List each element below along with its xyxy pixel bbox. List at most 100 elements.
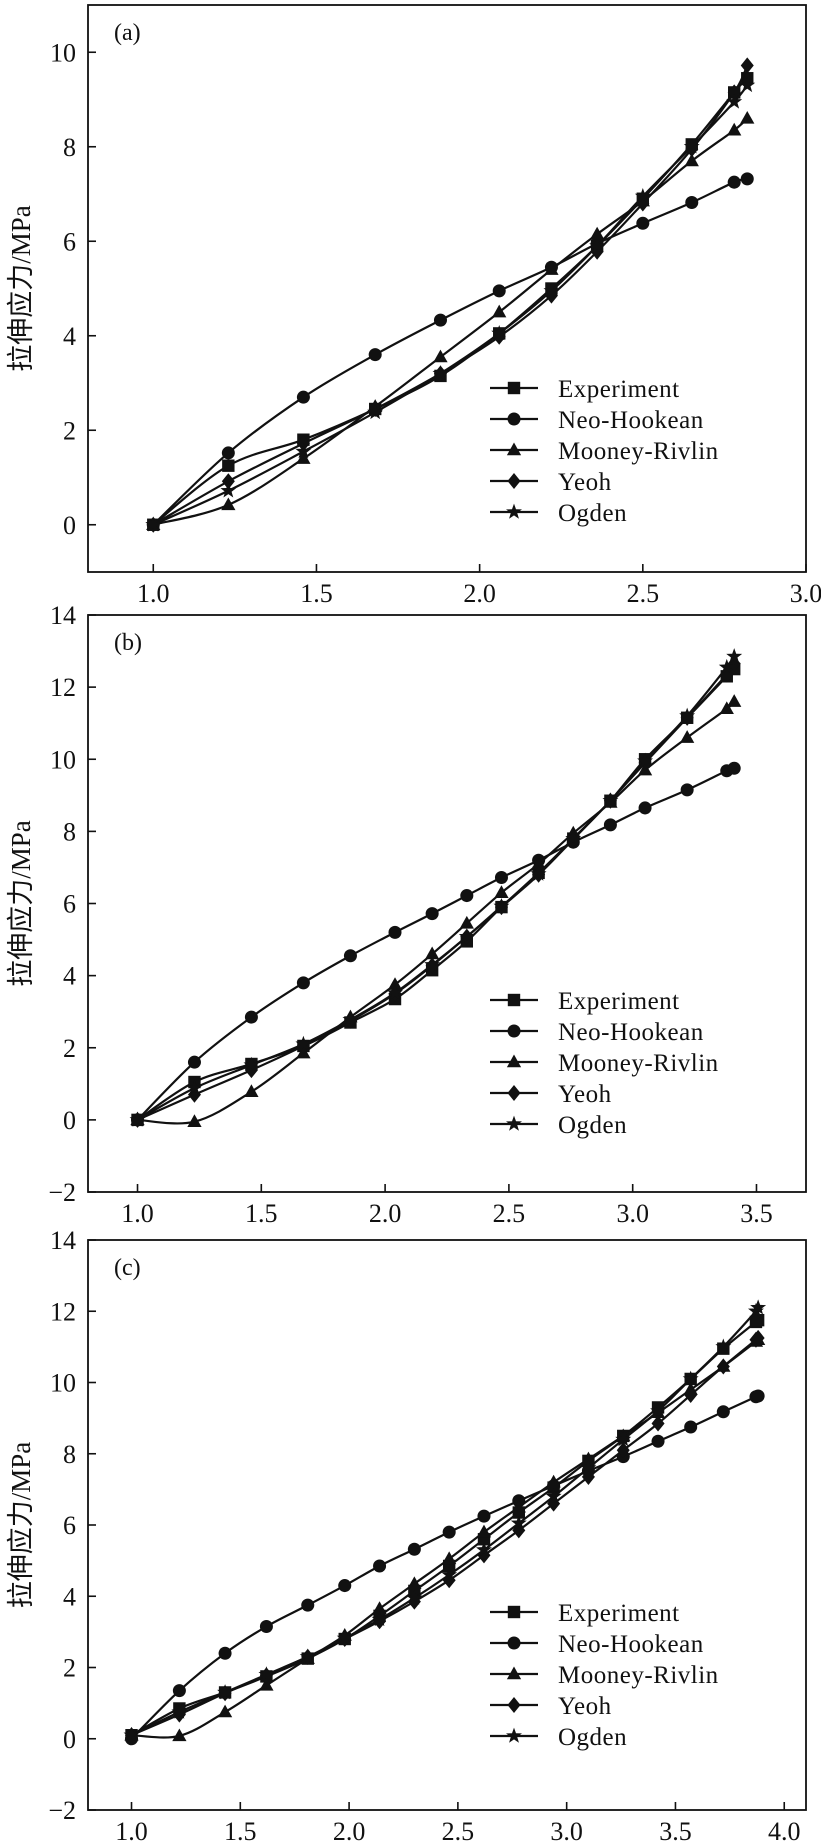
legend-marker — [506, 503, 522, 519]
data-point — [510, 1514, 527, 1530]
legend-label: Yeoh — [558, 1693, 612, 1720]
data-point — [682, 1370, 699, 1386]
data-point — [718, 658, 735, 675]
y-tick-label: 6 — [63, 227, 76, 256]
y-tick-label: 12 — [50, 673, 76, 702]
legend-marker — [507, 1636, 521, 1650]
series-line-neo-hookean — [136, 767, 735, 1121]
y-tick-label: 4 — [63, 1582, 76, 1611]
data-point — [406, 1589, 423, 1605]
data-point — [543, 282, 560, 298]
data-point — [388, 925, 402, 939]
data-point — [299, 1648, 316, 1664]
x-tick-label: 3.0 — [790, 579, 821, 608]
legend-label: Mooney-Rivlin — [558, 1662, 719, 1689]
legend-label: Ogden — [558, 1724, 627, 1751]
y-tick-label: 6 — [63, 1511, 76, 1540]
data-point — [616, 1442, 630, 1459]
data-point — [680, 783, 694, 797]
data-point — [680, 730, 695, 743]
data-point — [301, 1598, 315, 1612]
y-tick-label: 0 — [63, 511, 76, 540]
data-point — [425, 907, 439, 921]
plot-frame — [87, 4, 807, 573]
legend-marker — [506, 1727, 522, 1743]
data-point — [492, 284, 506, 298]
data-point — [615, 1431, 632, 1447]
data-point — [546, 1474, 561, 1488]
x-tick-label: 3.5 — [740, 1199, 773, 1228]
data-point — [739, 76, 756, 93]
x-tick-label: 3.5 — [659, 1817, 692, 1846]
data-point — [637, 752, 654, 768]
data-point — [685, 195, 699, 210]
data-point — [259, 1620, 273, 1634]
data-point — [544, 262, 559, 275]
data-point — [589, 237, 606, 253]
data-point — [726, 648, 743, 664]
data-point — [727, 761, 741, 775]
x-tick-label: 2.0 — [369, 1199, 402, 1228]
legend-marker — [506, 1115, 522, 1131]
data-point — [372, 1601, 387, 1614]
legend-marker — [507, 1084, 521, 1102]
data-point — [545, 1488, 562, 1504]
data-point — [750, 1299, 767, 1315]
legend-marker — [507, 1024, 521, 1038]
data-point — [650, 1402, 667, 1418]
data-point — [441, 1566, 458, 1582]
legend-label: Ogden — [558, 1112, 627, 1139]
data-point — [740, 110, 755, 124]
y-tick-label: 12 — [50, 1297, 76, 1326]
data-point — [221, 497, 236, 511]
x-tick-label: 1.5 — [300, 579, 333, 608]
legend-label: Experiment — [558, 376, 680, 403]
panel-label: (a) — [114, 20, 141, 46]
data-point — [338, 1579, 352, 1593]
data-point — [494, 885, 509, 898]
data-point — [751, 1329, 765, 1347]
panel-a: 1.0 1.5 2.0 2.5 3.0 0 2 4 6 8 10 拉伸应力/MPa (a) Experim… — [6, 4, 821, 608]
data-point — [217, 1704, 233, 1718]
y-tick-label: 8 — [63, 133, 76, 162]
data-point — [407, 1576, 422, 1590]
data-point — [244, 1010, 258, 1024]
data-point — [171, 1703, 188, 1719]
data-point — [186, 1079, 203, 1095]
y-tick-label: 8 — [63, 1440, 76, 1469]
data-point — [373, 1559, 387, 1573]
y-tick-label: 14 — [50, 601, 76, 630]
legend-marker — [507, 412, 521, 426]
y-axis-label: 拉伸应力/MPa — [6, 1442, 36, 1609]
data-point — [367, 403, 384, 420]
x-tick-label: 2.0 — [463, 579, 496, 608]
y-axis-label: 拉伸应力/MPa — [6, 205, 36, 372]
legend-label: Experiment — [558, 1600, 680, 1627]
legend-label: Mooney-Rivlin — [558, 438, 719, 465]
y-tick-label: 0 — [63, 1725, 76, 1754]
data-point — [580, 1459, 597, 1475]
data-point — [432, 365, 449, 381]
x-tick-label: 2.5 — [627, 579, 660, 608]
y-tick-label: 10 — [50, 1369, 76, 1398]
legend-label: Experiment — [558, 988, 680, 1015]
data-point — [222, 459, 235, 472]
data-point — [740, 57, 754, 74]
data-point — [719, 701, 734, 715]
data-point — [511, 1499, 526, 1513]
legend-marker — [506, 442, 522, 456]
y-tick-label: 4 — [63, 962, 76, 991]
y-tick-label: 14 — [50, 1226, 76, 1255]
data-point — [371, 1611, 388, 1627]
data-point — [477, 1509, 491, 1523]
data-point — [638, 801, 652, 815]
data-point — [221, 473, 235, 490]
x-tick-label: 2.5 — [493, 1199, 526, 1228]
data-point — [218, 1646, 232, 1660]
data-point — [459, 915, 474, 929]
data-point — [603, 818, 617, 832]
data-point — [296, 451, 311, 464]
data-point — [424, 956, 441, 972]
data-point — [172, 1728, 187, 1742]
data-point — [425, 946, 440, 960]
